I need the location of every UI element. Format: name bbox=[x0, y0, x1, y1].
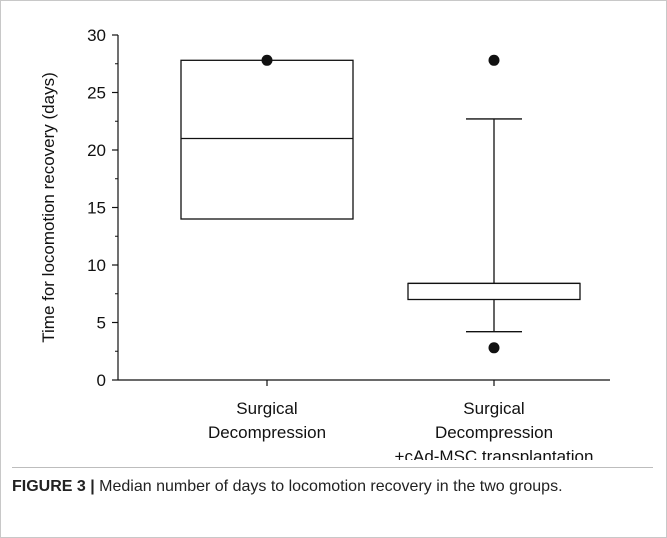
figure-caption: FIGURE 3 | Median number of days to loco… bbox=[12, 478, 657, 496]
y-tick-label: 30 bbox=[87, 26, 106, 45]
iqr-box bbox=[407, 282, 581, 301]
outlier-point bbox=[488, 342, 500, 354]
caption-text: Median number of days to locomotion reco… bbox=[94, 478, 563, 495]
y-tick-label: 0 bbox=[97, 371, 106, 390]
y-tick-label: 20 bbox=[87, 141, 106, 160]
caption-divider bbox=[12, 467, 653, 468]
x-category-label: Decompression bbox=[208, 423, 326, 442]
x-category-label: Decompression bbox=[435, 423, 553, 442]
outlier-point bbox=[261, 54, 273, 66]
y-tick-label: 5 bbox=[97, 314, 106, 333]
x-category-label: Surgical bbox=[463, 399, 524, 418]
y-tick-label: 10 bbox=[87, 256, 106, 275]
x-category-label: +cAd-MSC transplantation bbox=[395, 447, 594, 460]
x-category-label: Surgical bbox=[236, 399, 297, 418]
caption-label: FIGURE 3 | bbox=[12, 478, 95, 495]
box-plot-chart: 0 5 10 15 20 25 30 Time for locomotion recovery… bbox=[39, 26, 610, 460]
y-axis-label: Time for locomotion recovery (days) bbox=[39, 72, 58, 343]
iqr-box bbox=[180, 59, 354, 220]
y-tick-label: 25 bbox=[87, 84, 106, 103]
outlier-point bbox=[488, 54, 500, 66]
y-tick-label: 15 bbox=[87, 199, 106, 218]
